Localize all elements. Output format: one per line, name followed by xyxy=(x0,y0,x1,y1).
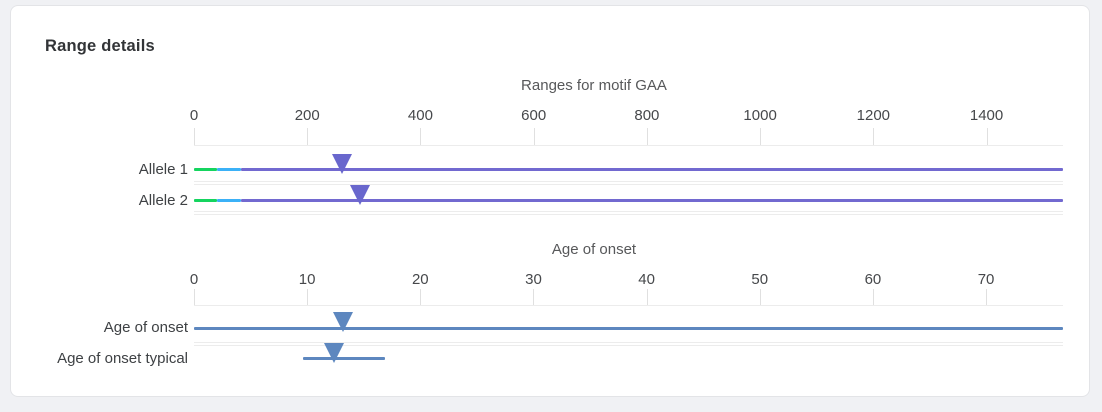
axis-tick-label: 800 xyxy=(634,107,660,124)
axis-tick-mark xyxy=(194,289,195,305)
row-label: Age of onset xyxy=(103,319,188,336)
axis-tick-mark xyxy=(533,289,535,305)
gridline xyxy=(194,345,1063,346)
axis-tick-mark xyxy=(986,289,988,305)
axis-tick-mark xyxy=(307,289,309,305)
axis-tick-mark xyxy=(760,128,762,145)
axis-tick-label: 1400 xyxy=(969,107,1004,124)
range-line-segment xyxy=(194,168,217,171)
range-marker-triangle-icon[interactable] xyxy=(333,312,354,332)
axis-tick-mark xyxy=(420,128,422,145)
row-label: Allele 2 xyxy=(138,191,188,209)
axis-tick-label: 1200 xyxy=(856,107,891,124)
axis-tick-label: 600 xyxy=(521,107,547,124)
page-title: Range details xyxy=(45,37,155,55)
chart-title: Ranges for motif GAA xyxy=(521,77,667,94)
axis-tick-label: 60 xyxy=(864,271,882,288)
range-marker-triangle-icon[interactable] xyxy=(350,184,371,205)
range-line-segment xyxy=(216,199,241,202)
range-line-segment xyxy=(194,199,217,202)
axis-tick-label: 200 xyxy=(294,107,320,124)
axis-tick-label: 50 xyxy=(751,271,769,288)
gridline xyxy=(194,181,1063,182)
axis-tick-mark xyxy=(646,128,648,145)
axis-tick-mark xyxy=(307,128,309,145)
chart-age-of-onset: Age of onset 0 10 20 30 40 50 60 70 Age of onset A… xyxy=(11,6,1089,396)
row-label: Allele 1 xyxy=(138,160,188,178)
axis-tick-label: 70 xyxy=(977,271,995,288)
axis-tick-label: 30 xyxy=(525,271,542,288)
axis-tick-mark xyxy=(194,128,195,145)
gridline xyxy=(194,305,1063,306)
range-details-card: Range details Ranges for motif GAA 0 200 40… xyxy=(10,5,1090,397)
range-line-segment xyxy=(240,199,1063,202)
axis-tick-label: 400 xyxy=(407,107,433,124)
axis-tick-mark xyxy=(873,128,875,145)
chart-title: Age of onset xyxy=(551,241,637,258)
chart-ranges-for-motif: Ranges for motif GAA 0 200 400 600 800 1000 120… xyxy=(11,6,1089,396)
axis-tick-label: 1000 xyxy=(743,107,777,124)
gridline xyxy=(194,342,1063,343)
range-line-segment xyxy=(240,168,1063,171)
axis-tick-mark xyxy=(646,289,648,305)
axis-tick-label: 20 xyxy=(411,271,429,288)
axis-tick-mark xyxy=(986,128,988,145)
range-marker-triangle-icon[interactable] xyxy=(324,342,345,363)
gridline xyxy=(194,211,1063,212)
axis-tick-mark xyxy=(872,289,874,305)
row-label: Age of onset typical xyxy=(57,349,188,367)
axis-tick-label: 10 xyxy=(298,271,316,288)
range-line-segment xyxy=(216,168,241,171)
axis-tick-mark xyxy=(533,128,535,145)
gridline xyxy=(194,214,1063,215)
range-line-segment xyxy=(194,326,1063,330)
axis-tick-mark xyxy=(759,289,761,305)
axis-tick-label: 0 xyxy=(189,271,199,288)
gridline xyxy=(194,184,1063,185)
gridline xyxy=(194,145,1063,146)
range-marker-triangle-icon[interactable] xyxy=(332,153,353,174)
axis-tick-label: 0 xyxy=(189,107,199,124)
axis-tick-mark xyxy=(420,289,422,305)
axis-tick-label: 40 xyxy=(638,271,655,288)
